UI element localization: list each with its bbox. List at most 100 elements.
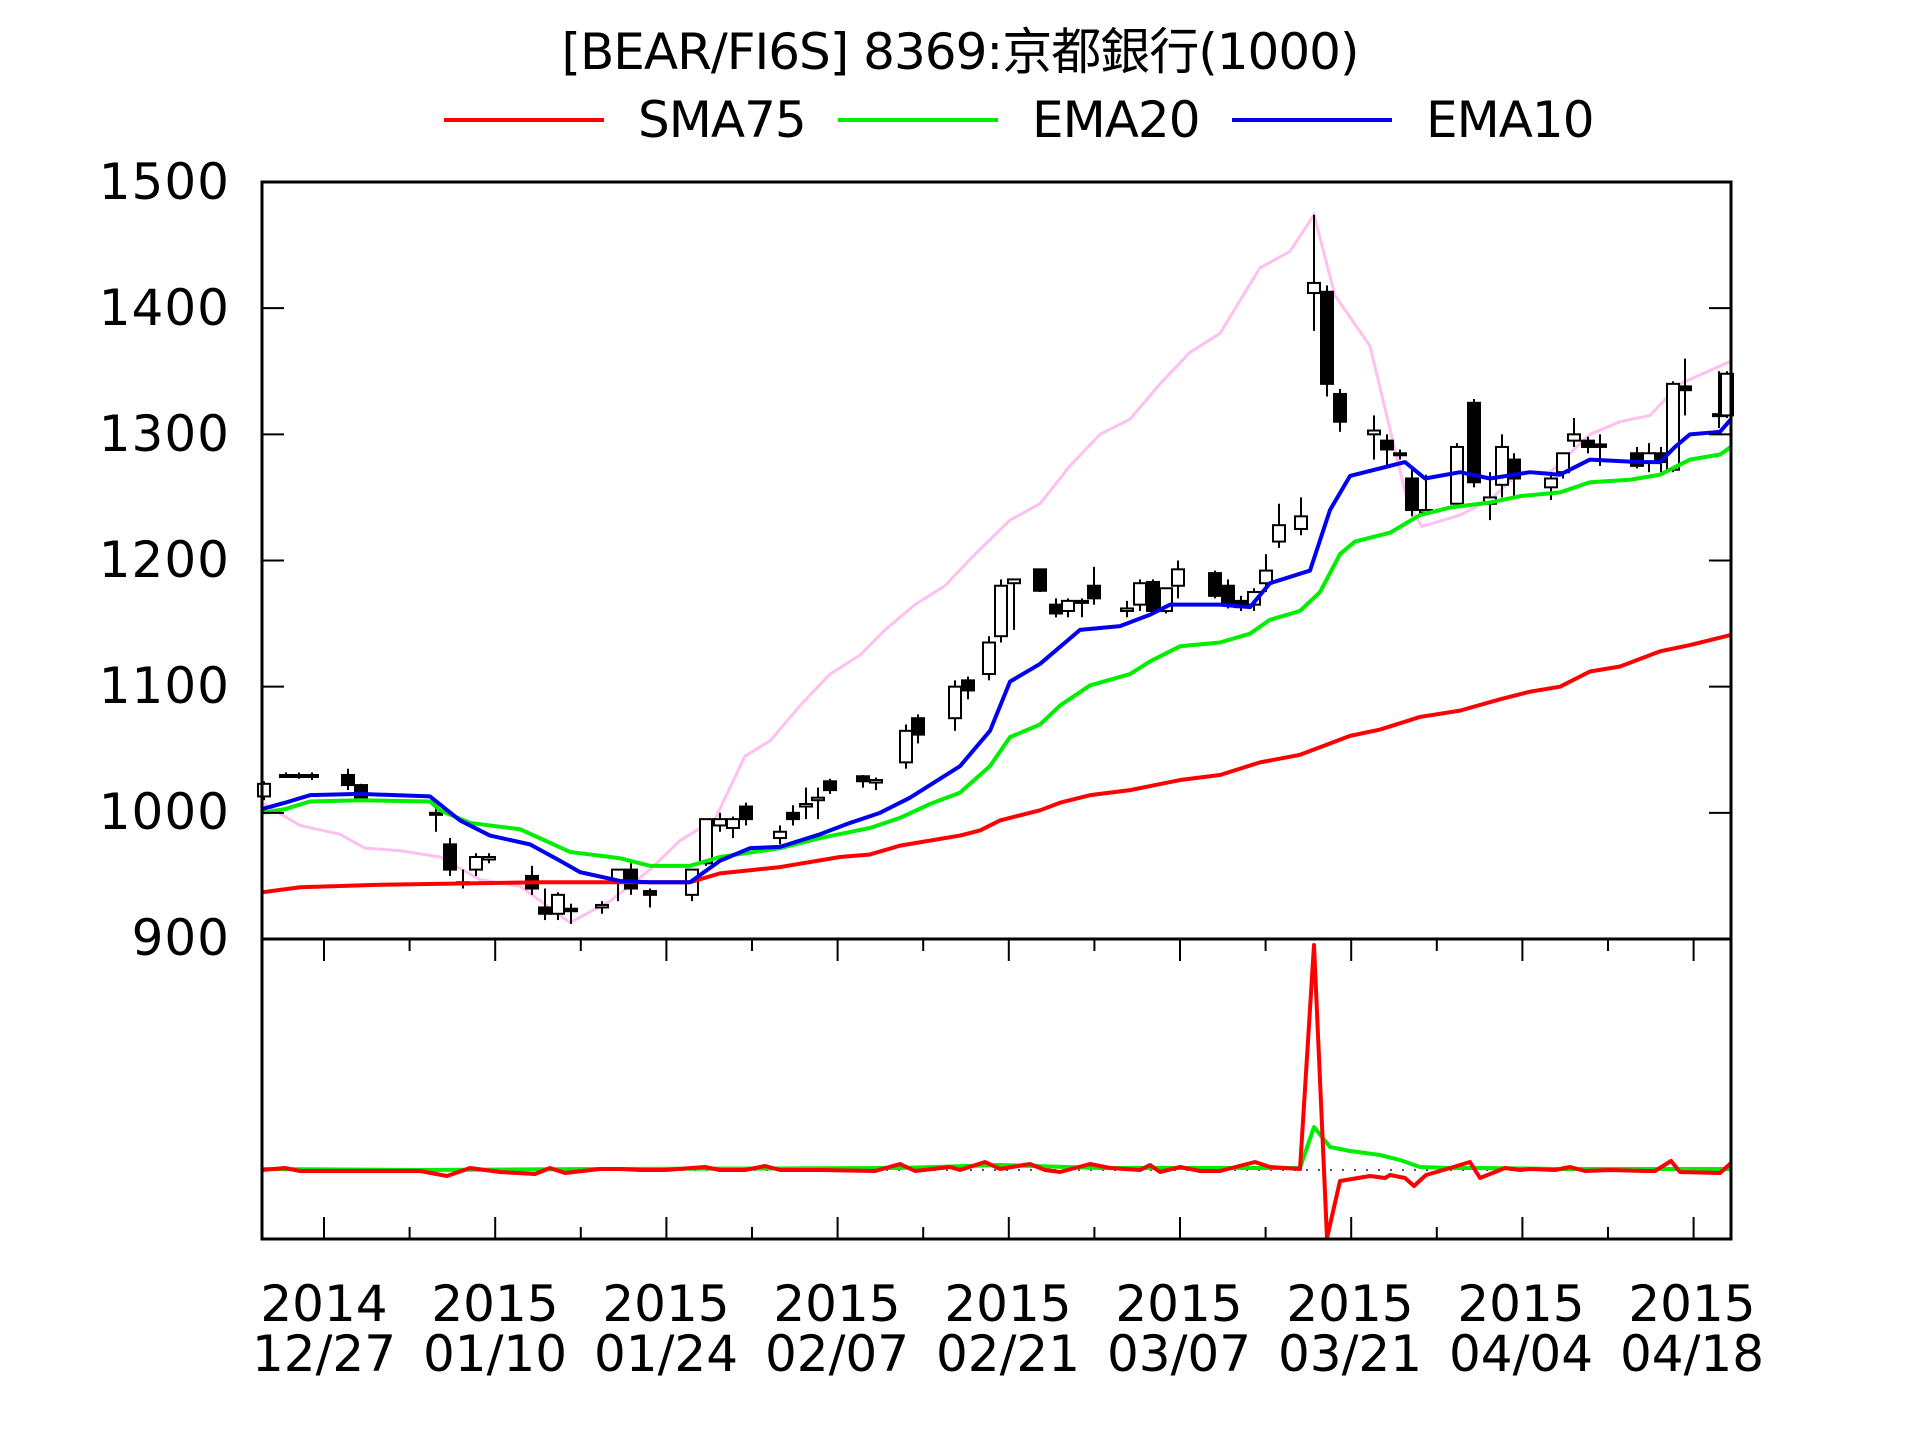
legend-swatch-ema10 (1232, 118, 1392, 122)
candlestick (869, 777, 883, 791)
upper-band-line (261, 211, 1732, 925)
candlestick (624, 863, 638, 895)
candlestick (1630, 446, 1644, 469)
candlestick (1061, 598, 1075, 618)
x-tick-year: 2015 (1286, 1275, 1414, 1333)
candlestick (1208, 570, 1222, 599)
candlestick (538, 888, 552, 921)
x-tick-date: 02/21 (935, 1325, 1081, 1383)
x-tick-year: 2014 (260, 1275, 388, 1333)
x-tick-year: 2015 (1457, 1275, 1585, 1333)
candlestick (257, 781, 271, 801)
candlestick (595, 901, 609, 914)
chart-title: [BEAR/FI6S] 8369:京都銀行(1000) (561, 23, 1360, 81)
candlestick (1033, 568, 1047, 593)
candlestick (1294, 497, 1308, 536)
legend-label-ema10: EMA10 (1426, 91, 1595, 149)
x-tick-year: 2015 (773, 1275, 901, 1333)
candlestick (1272, 503, 1286, 548)
legend-swatch-ema20 (838, 118, 998, 122)
candlestick (911, 714, 925, 744)
chart-frame (260, 180, 1733, 1241)
candlestick (1467, 399, 1481, 488)
x-tick-year: 2015 (602, 1275, 730, 1333)
y-tick-label: 1100 (98, 657, 230, 715)
legend-item-sma75: SMA75 (444, 88, 807, 152)
plot-border (260, 180, 1733, 1241)
x-tick-year: 2015 (1628, 1275, 1756, 1333)
candlestick (469, 853, 483, 876)
candlestick (1007, 578, 1021, 630)
candlestick (1120, 600, 1134, 618)
candlestick (1075, 598, 1089, 618)
candlestick (773, 825, 787, 845)
candlestick (1171, 560, 1185, 599)
legend-swatch-sma75 (444, 118, 604, 122)
candlestick (551, 892, 565, 921)
candlestick (823, 778, 837, 794)
candlestick (994, 579, 1008, 643)
candlestick (699, 818, 713, 866)
y-tick-label: 1000 (98, 783, 230, 841)
ema10-line (261, 417, 1733, 885)
upper-band-line (261, 211, 1732, 925)
legend-item-ema10: EMA10 (1232, 88, 1595, 152)
candlestick (1307, 214, 1321, 331)
candlestick (279, 772, 293, 778)
candlestick (799, 787, 813, 820)
candlestick (739, 802, 753, 826)
candlestick (948, 680, 962, 731)
candlestick (1393, 449, 1407, 460)
x-tick-year: 2015 (1115, 1275, 1243, 1333)
legend-label-sma75: SMA75 (638, 91, 807, 149)
candlestick (685, 868, 699, 902)
candlestick (811, 787, 825, 820)
candlestick (429, 806, 443, 832)
x-tick-year: 2015 (944, 1275, 1072, 1333)
x-tick-date: 01/10 (422, 1325, 568, 1383)
y-tick-label: 1200 (98, 531, 230, 589)
candlestick (1495, 434, 1509, 498)
x-tick-date: 03/07 (1106, 1325, 1252, 1383)
x-tick-date: 01/24 (593, 1325, 739, 1383)
candlestick (1666, 381, 1680, 473)
candlestick (1320, 285, 1334, 397)
y-tick-label: 900 (131, 909, 230, 967)
candlestick (1146, 579, 1160, 612)
candlestick (643, 888, 657, 908)
candlestick (982, 636, 996, 681)
candlestick (1678, 358, 1692, 416)
legend-item-ema20: EMA20 (838, 88, 1201, 152)
x-tick-date: 02/07 (764, 1325, 910, 1383)
candlestick (564, 903, 578, 924)
green-osc-line (261, 1125, 1731, 1172)
candlestick (1049, 598, 1063, 618)
candlestick (1133, 579, 1147, 611)
y-tick-label: 1400 (98, 279, 230, 337)
candlestick (341, 768, 355, 791)
candlestick (1087, 566, 1101, 605)
candlestick (1333, 388, 1347, 432)
candlestick (726, 816, 740, 839)
x-tick-date: 04/18 (1619, 1325, 1765, 1383)
candlestick (1419, 474, 1433, 514)
candlesticks (257, 214, 1734, 924)
y-tick-label: 1500 (98, 153, 230, 211)
candlestick (292, 772, 306, 779)
y-tick-label: 1300 (98, 405, 230, 463)
candlestick (482, 853, 496, 864)
moving-average-lines (261, 417, 1733, 895)
legend-label-ema20: EMA20 (1032, 91, 1201, 149)
legend: SMA75 EMA20 EMA10 (0, 88, 1920, 152)
candlestick (443, 838, 457, 876)
x-tick-date: 12/27 (251, 1325, 397, 1383)
candlestick (1567, 417, 1581, 447)
ema20-line (261, 445, 1733, 868)
candlestick (856, 774, 870, 788)
sma75-line (261, 632, 1732, 895)
candlestick (1544, 474, 1558, 500)
candlestick (961, 676, 975, 700)
x-tick-date: 04/04 (1448, 1325, 1594, 1383)
candlestick (1642, 443, 1656, 473)
